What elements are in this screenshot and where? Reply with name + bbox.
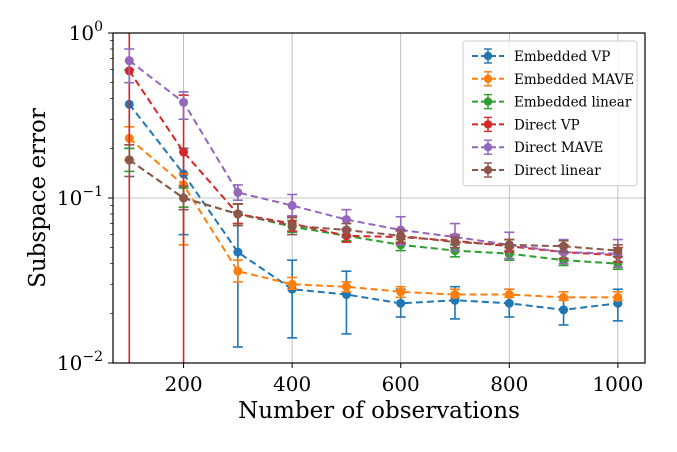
legend-label: Direct linear [514, 163, 601, 179]
data-point [341, 225, 351, 235]
data-point [233, 187, 243, 197]
data-point [396, 287, 406, 297]
legend-label: Direct VP [514, 117, 580, 133]
legend-label: Embedded MAVE [514, 72, 634, 88]
legend-marker [483, 74, 493, 84]
x-tick-label: 600 [382, 372, 420, 396]
data-point [233, 209, 243, 219]
series-line [128, 59, 618, 255]
legend-item: Embedded VP [472, 48, 610, 65]
data-point [233, 247, 243, 257]
x-tick-label: 200 [164, 372, 202, 396]
legend-box [462, 40, 638, 187]
legend-label: Embedded VP [514, 49, 610, 65]
data-point [341, 215, 351, 225]
data-point [504, 240, 514, 250]
data-point [233, 266, 243, 276]
x-tick-label: 800 [490, 372, 528, 396]
series-layer [124, 33, 623, 363]
legend-marker [483, 165, 493, 175]
ticks: 200 400 600 800 1000 10−2 10−1 100 [57, 19, 643, 396]
data-point [559, 305, 569, 315]
data-point [287, 279, 297, 289]
x-tick-label: 1000 [592, 372, 643, 396]
data-point [179, 97, 189, 107]
legend-marker [483, 97, 493, 106]
data-point [559, 241, 569, 251]
data-point [396, 231, 406, 241]
data-point [504, 290, 514, 300]
data-point [341, 282, 351, 292]
data-point [124, 155, 134, 165]
legend-marker [483, 143, 493, 152]
legend-label: Direct MAVE [514, 140, 603, 156]
data-point [124, 56, 134, 66]
data-point [559, 292, 569, 302]
y-tick-label: 10−1 [57, 184, 103, 210]
series-line [128, 159, 618, 252]
data-point [450, 237, 460, 247]
series-line [128, 103, 618, 311]
legend: Embedded VP Embedded MAVE Embedded linear D… [462, 40, 638, 187]
series-direct-linear [124, 144, 623, 258]
legend-label: Embedded linear [514, 95, 632, 111]
data-point [179, 147, 189, 157]
x-tick-label: 400 [273, 372, 311, 396]
legend-item: Direct VP [472, 116, 580, 133]
data-point [450, 290, 460, 300]
legend-item: Direct MAVE [472, 139, 603, 156]
data-point [613, 292, 623, 302]
series-line [128, 70, 618, 257]
legend-marker [483, 51, 493, 61]
data-point [287, 221, 297, 231]
data-point [287, 201, 297, 211]
y-tick-label: 10−2 [57, 349, 103, 375]
data-point [613, 246, 623, 256]
legend-item: Direct linear [472, 162, 601, 179]
data-point [396, 298, 406, 308]
y-tick-label: 100 [69, 19, 103, 45]
legend-item: Embedded linear [472, 93, 632, 111]
data-point [179, 193, 189, 203]
x-axis-label: Number of observations [238, 398, 520, 424]
legend-item: Embedded MAVE [472, 71, 634, 88]
data-point [504, 298, 514, 308]
legend-marker [483, 120, 493, 129]
y-axis-label: Subspace error [25, 108, 51, 288]
series-line [128, 137, 618, 299]
